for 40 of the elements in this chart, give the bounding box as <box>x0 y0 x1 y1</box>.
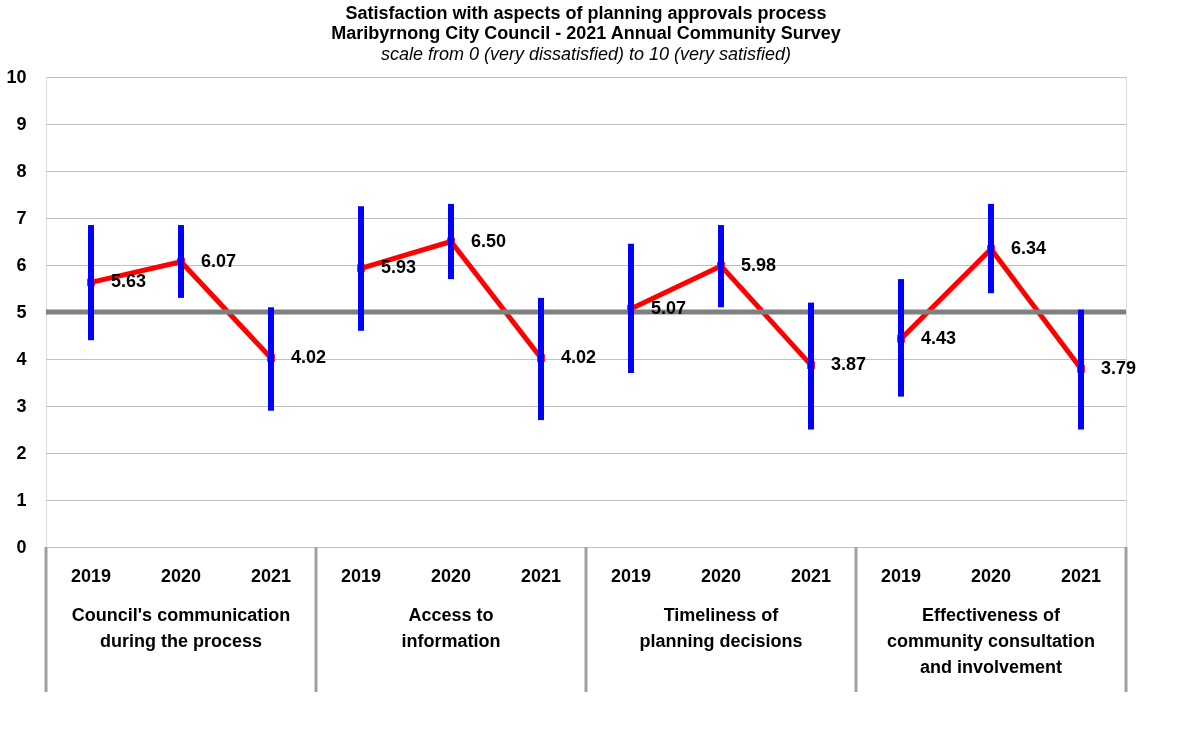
x-tick-label: 2020 <box>700 565 742 586</box>
x-tick-label: 2020 <box>970 565 1012 586</box>
y-tick-label: 2 <box>16 442 27 463</box>
data-label: 5.63 <box>111 271 147 292</box>
x-tick-label: 2019 <box>880 565 922 586</box>
x-tick-label: 2019 <box>610 565 652 586</box>
y-tick-label: 7 <box>16 207 27 228</box>
y-tick-label: 8 <box>16 160 27 181</box>
text: Timeliness of planning decisions <box>639 605 803 651</box>
x-tick-label: 2019 <box>340 565 382 586</box>
x-tick-label: 2020 <box>430 565 472 586</box>
x-tick-label: 2021 <box>250 565 292 586</box>
data-label: 3.79 <box>1101 357 1137 378</box>
text: Council's communication during the process <box>71 605 291 651</box>
data-label: 6.34 <box>1011 238 1047 259</box>
y-tick-label: 4 <box>16 348 27 369</box>
data-label: 4.02 <box>291 347 327 368</box>
data-label: 4.02 <box>561 347 597 368</box>
x-tick-label: 2019 <box>70 565 112 586</box>
x-tick-label: 2021 <box>790 565 832 586</box>
y-tick-label: 5 <box>16 301 27 322</box>
x-tick-label: 2020 <box>160 565 202 586</box>
y-tick-label: 6 <box>16 254 27 275</box>
text: Access to information <box>401 605 501 651</box>
y-tick-label: 10 <box>6 66 27 87</box>
data-label: 4.43 <box>921 327 957 348</box>
data-label: 6.07 <box>201 250 237 271</box>
data-label: 5.93 <box>381 257 417 278</box>
y-tick-label: 3 <box>16 395 27 416</box>
data-label: 5.98 <box>741 254 777 275</box>
x-tick-label: 2021 <box>1060 565 1102 586</box>
data-label: 6.50 <box>471 230 507 251</box>
y-tick-label: 9 <box>16 113 27 134</box>
text: Effectiveness of community consultation and involvement <box>886 605 1096 677</box>
x-tick-label: 2021 <box>520 565 562 586</box>
data-label: 3.87 <box>831 354 867 375</box>
y-tick-label: 0 <box>16 536 27 557</box>
chart-subtitle: scale from 0 (very dissatisfied) to 10 (very satisfied) <box>380 44 792 64</box>
y-tick-label: 1 <box>16 489 27 510</box>
data-label: 5.07 <box>651 297 687 318</box>
